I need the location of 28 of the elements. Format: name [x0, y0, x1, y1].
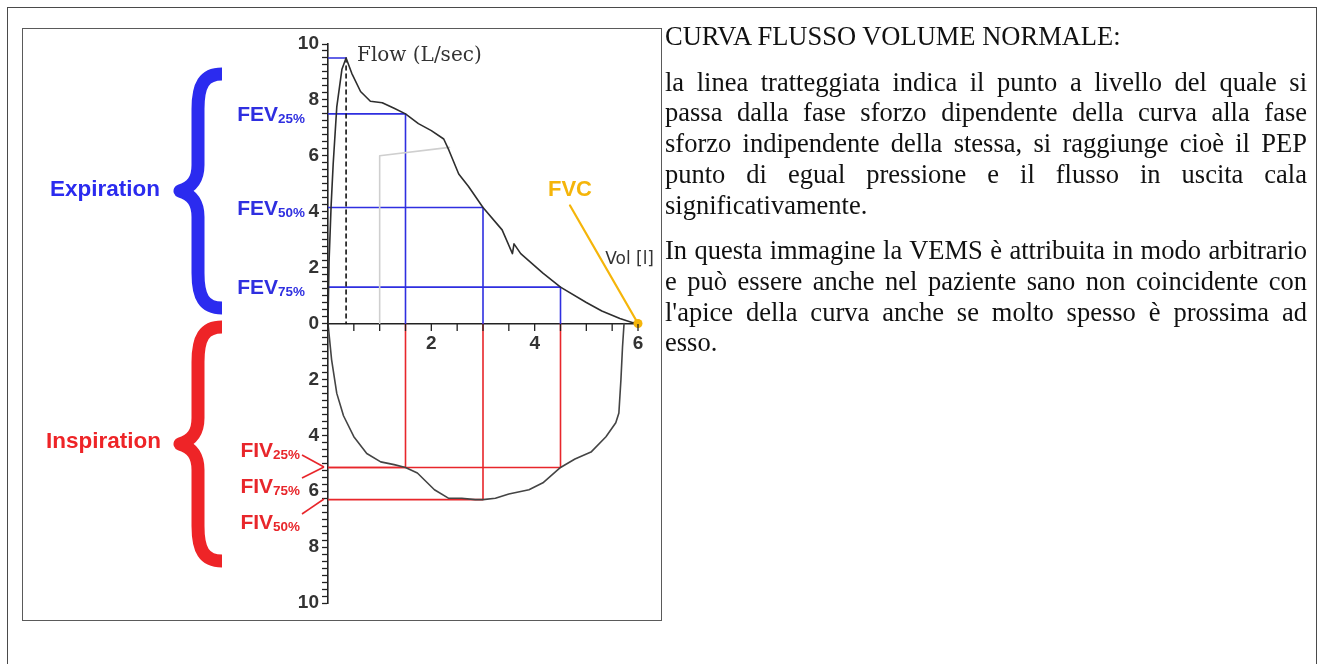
y-tick-label: 10	[297, 32, 319, 54]
text: In questa immagine la VEMS è attribuita in modo arbitrario e può essere anche nel paziente sano non coincidente con l'apice della curva anche se molto spesso è prossima ad esso.	[665, 235, 1307, 359]
series-label: FEV$_{50%}$	[237, 195, 305, 220]
x-tick-label: 6	[632, 332, 644, 354]
y-tick-label: 2	[308, 367, 319, 389]
y-tick-label: 6	[308, 144, 319, 166]
y-tick-label: 4	[308, 423, 320, 445]
text: Expiration	[50, 176, 161, 202]
y-tick-label: 8	[308, 88, 319, 110]
y-tick-label: 10	[297, 591, 319, 613]
y-tick-label: 0	[308, 311, 319, 333]
y-axis-title: Flow (L/sec)	[357, 42, 482, 66]
y-tick-label: 4	[308, 199, 320, 221]
text: la linea tratteggiata indica il punto a livello del quale si passa dalla fase sforzo dipendente della curva alla fase sforzo indipendente della stessa, si raggiunge cioè il PEP punto di egual pressione e il flusso in uscita cala significativamente.	[665, 66, 1307, 221]
annotation: FVC	[548, 175, 592, 202]
text: FIV$_{75%}$	[240, 474, 300, 498]
series-label: FEV$_{25%}$	[237, 101, 305, 126]
y-tick-label: 8	[308, 535, 319, 557]
y-tick-label: 6	[308, 479, 319, 501]
text: CURVA FLUSSO VOLUME NORMALE:	[665, 21, 1122, 52]
text: FIV$_{50%}$	[240, 510, 300, 534]
y-tick-label: 2	[308, 255, 319, 277]
text: FIV$_{25%}$	[240, 438, 300, 462]
text: Inspiration	[46, 428, 162, 454]
series-label: FEV$_{75%}$	[237, 275, 305, 300]
x-tick-label: 2	[426, 332, 437, 354]
x-tick-label: 4	[529, 332, 541, 354]
x-axis-title: Vol [l]	[605, 247, 654, 268]
